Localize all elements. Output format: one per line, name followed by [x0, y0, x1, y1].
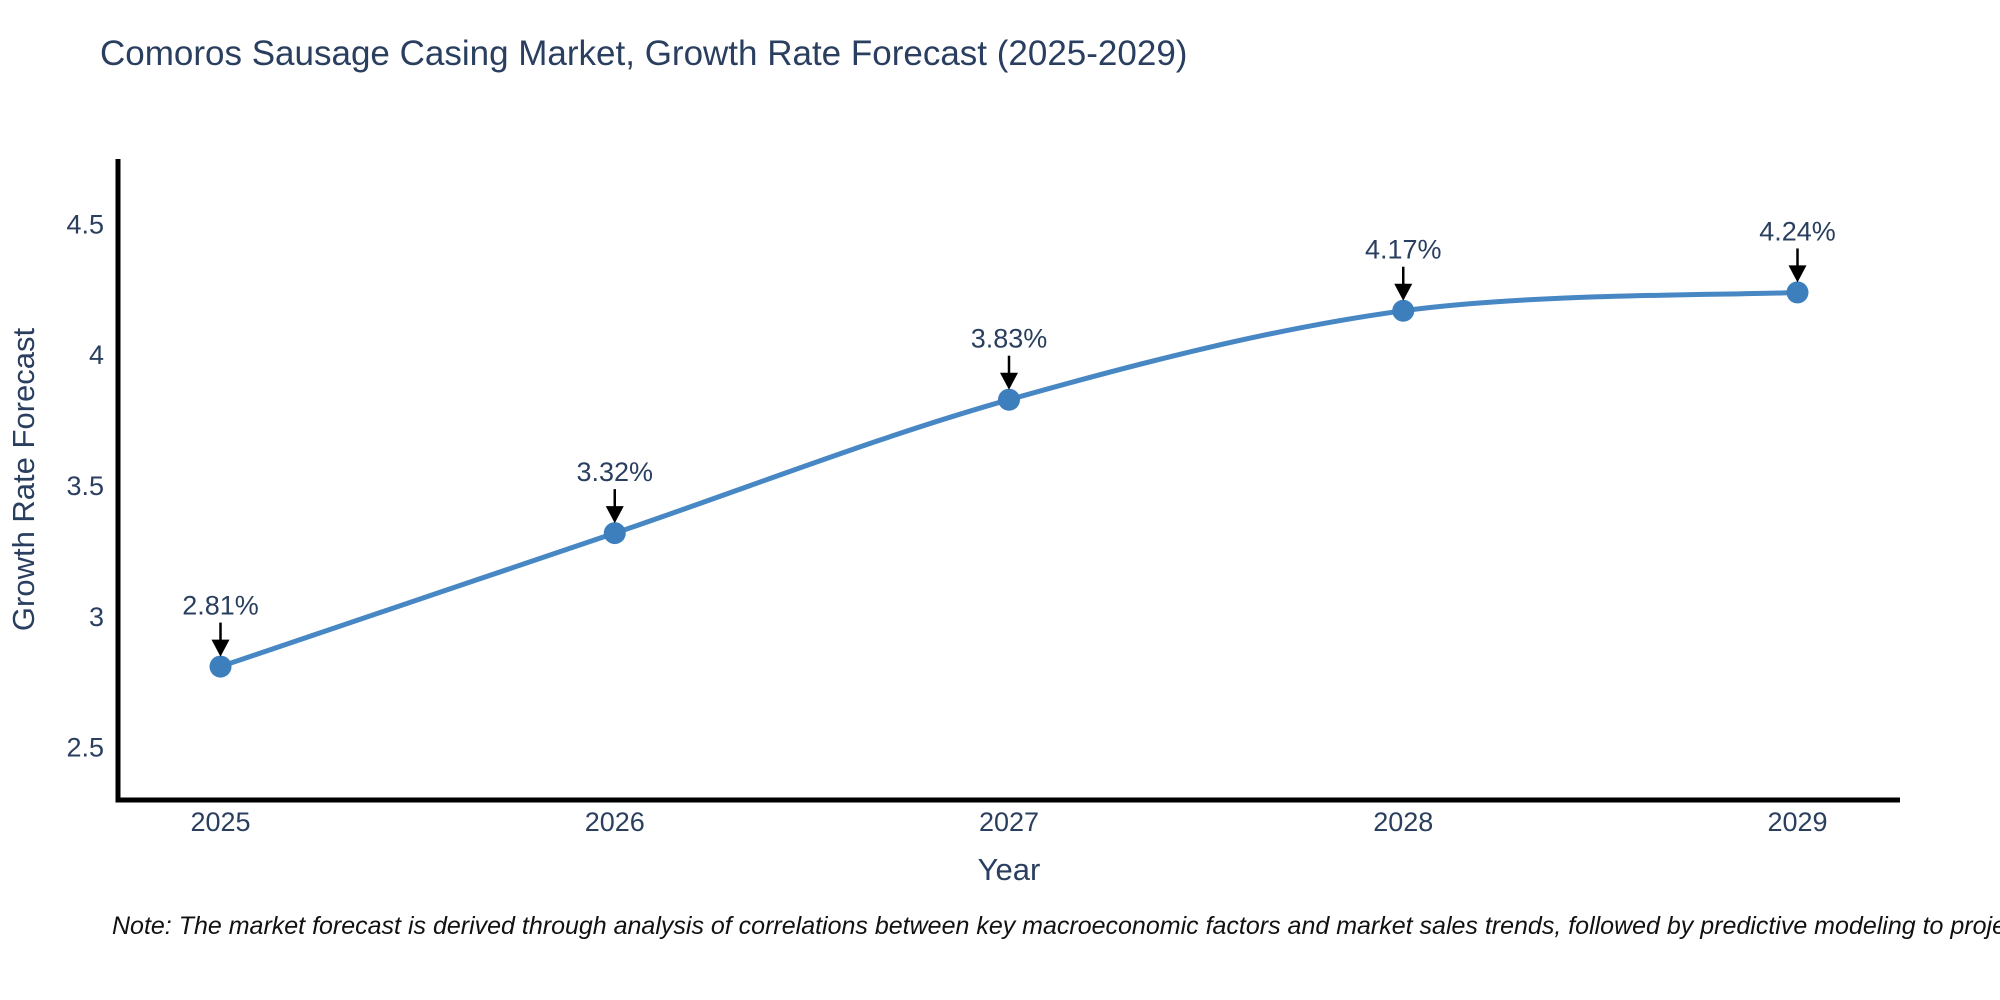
annotation-arrowhead-icon	[1788, 265, 1807, 283]
data-point-label: 2.81%	[182, 591, 259, 621]
data-point-marker	[603, 522, 626, 545]
x-axis-title: Year	[978, 852, 1041, 887]
x-tick-label: 2026	[585, 807, 645, 837]
x-tick-label: 2025	[190, 807, 250, 837]
y-tick-label: 3.5	[66, 471, 104, 501]
data-point-marker	[209, 655, 232, 678]
data-point-label: 4.17%	[1365, 235, 1442, 265]
chart-title: Comoros Sausage Casing Market, Growth Ra…	[100, 34, 1188, 73]
y-tick-label: 4.5	[66, 209, 104, 239]
y-axis-title: Growth Rate Forecast	[6, 328, 41, 632]
x-tick-label: 2029	[1767, 807, 1827, 837]
data-point-label: 4.24%	[1759, 216, 1836, 246]
y-tick-label: 3	[89, 602, 104, 632]
data-point-label: 3.83%	[971, 324, 1048, 354]
data-point-marker	[1392, 299, 1415, 322]
x-tick-label: 2027	[979, 807, 1039, 837]
data-point-marker	[998, 388, 1020, 411]
y-tick-label: 4	[89, 340, 104, 370]
annotation-arrowhead-icon	[1000, 372, 1018, 390]
annotation-arrowhead-icon	[211, 639, 230, 657]
footnote: Note: The market forecast is derived thr…	[112, 912, 2000, 940]
data-point-label: 3.32%	[576, 457, 653, 487]
y-tick-label: 2.5	[66, 733, 104, 763]
annotation-arrowhead-icon	[605, 506, 624, 524]
x-tick-label: 2028	[1373, 807, 1433, 837]
annotation-arrowhead-icon	[1394, 283, 1413, 301]
data-point-marker	[1786, 281, 1809, 304]
